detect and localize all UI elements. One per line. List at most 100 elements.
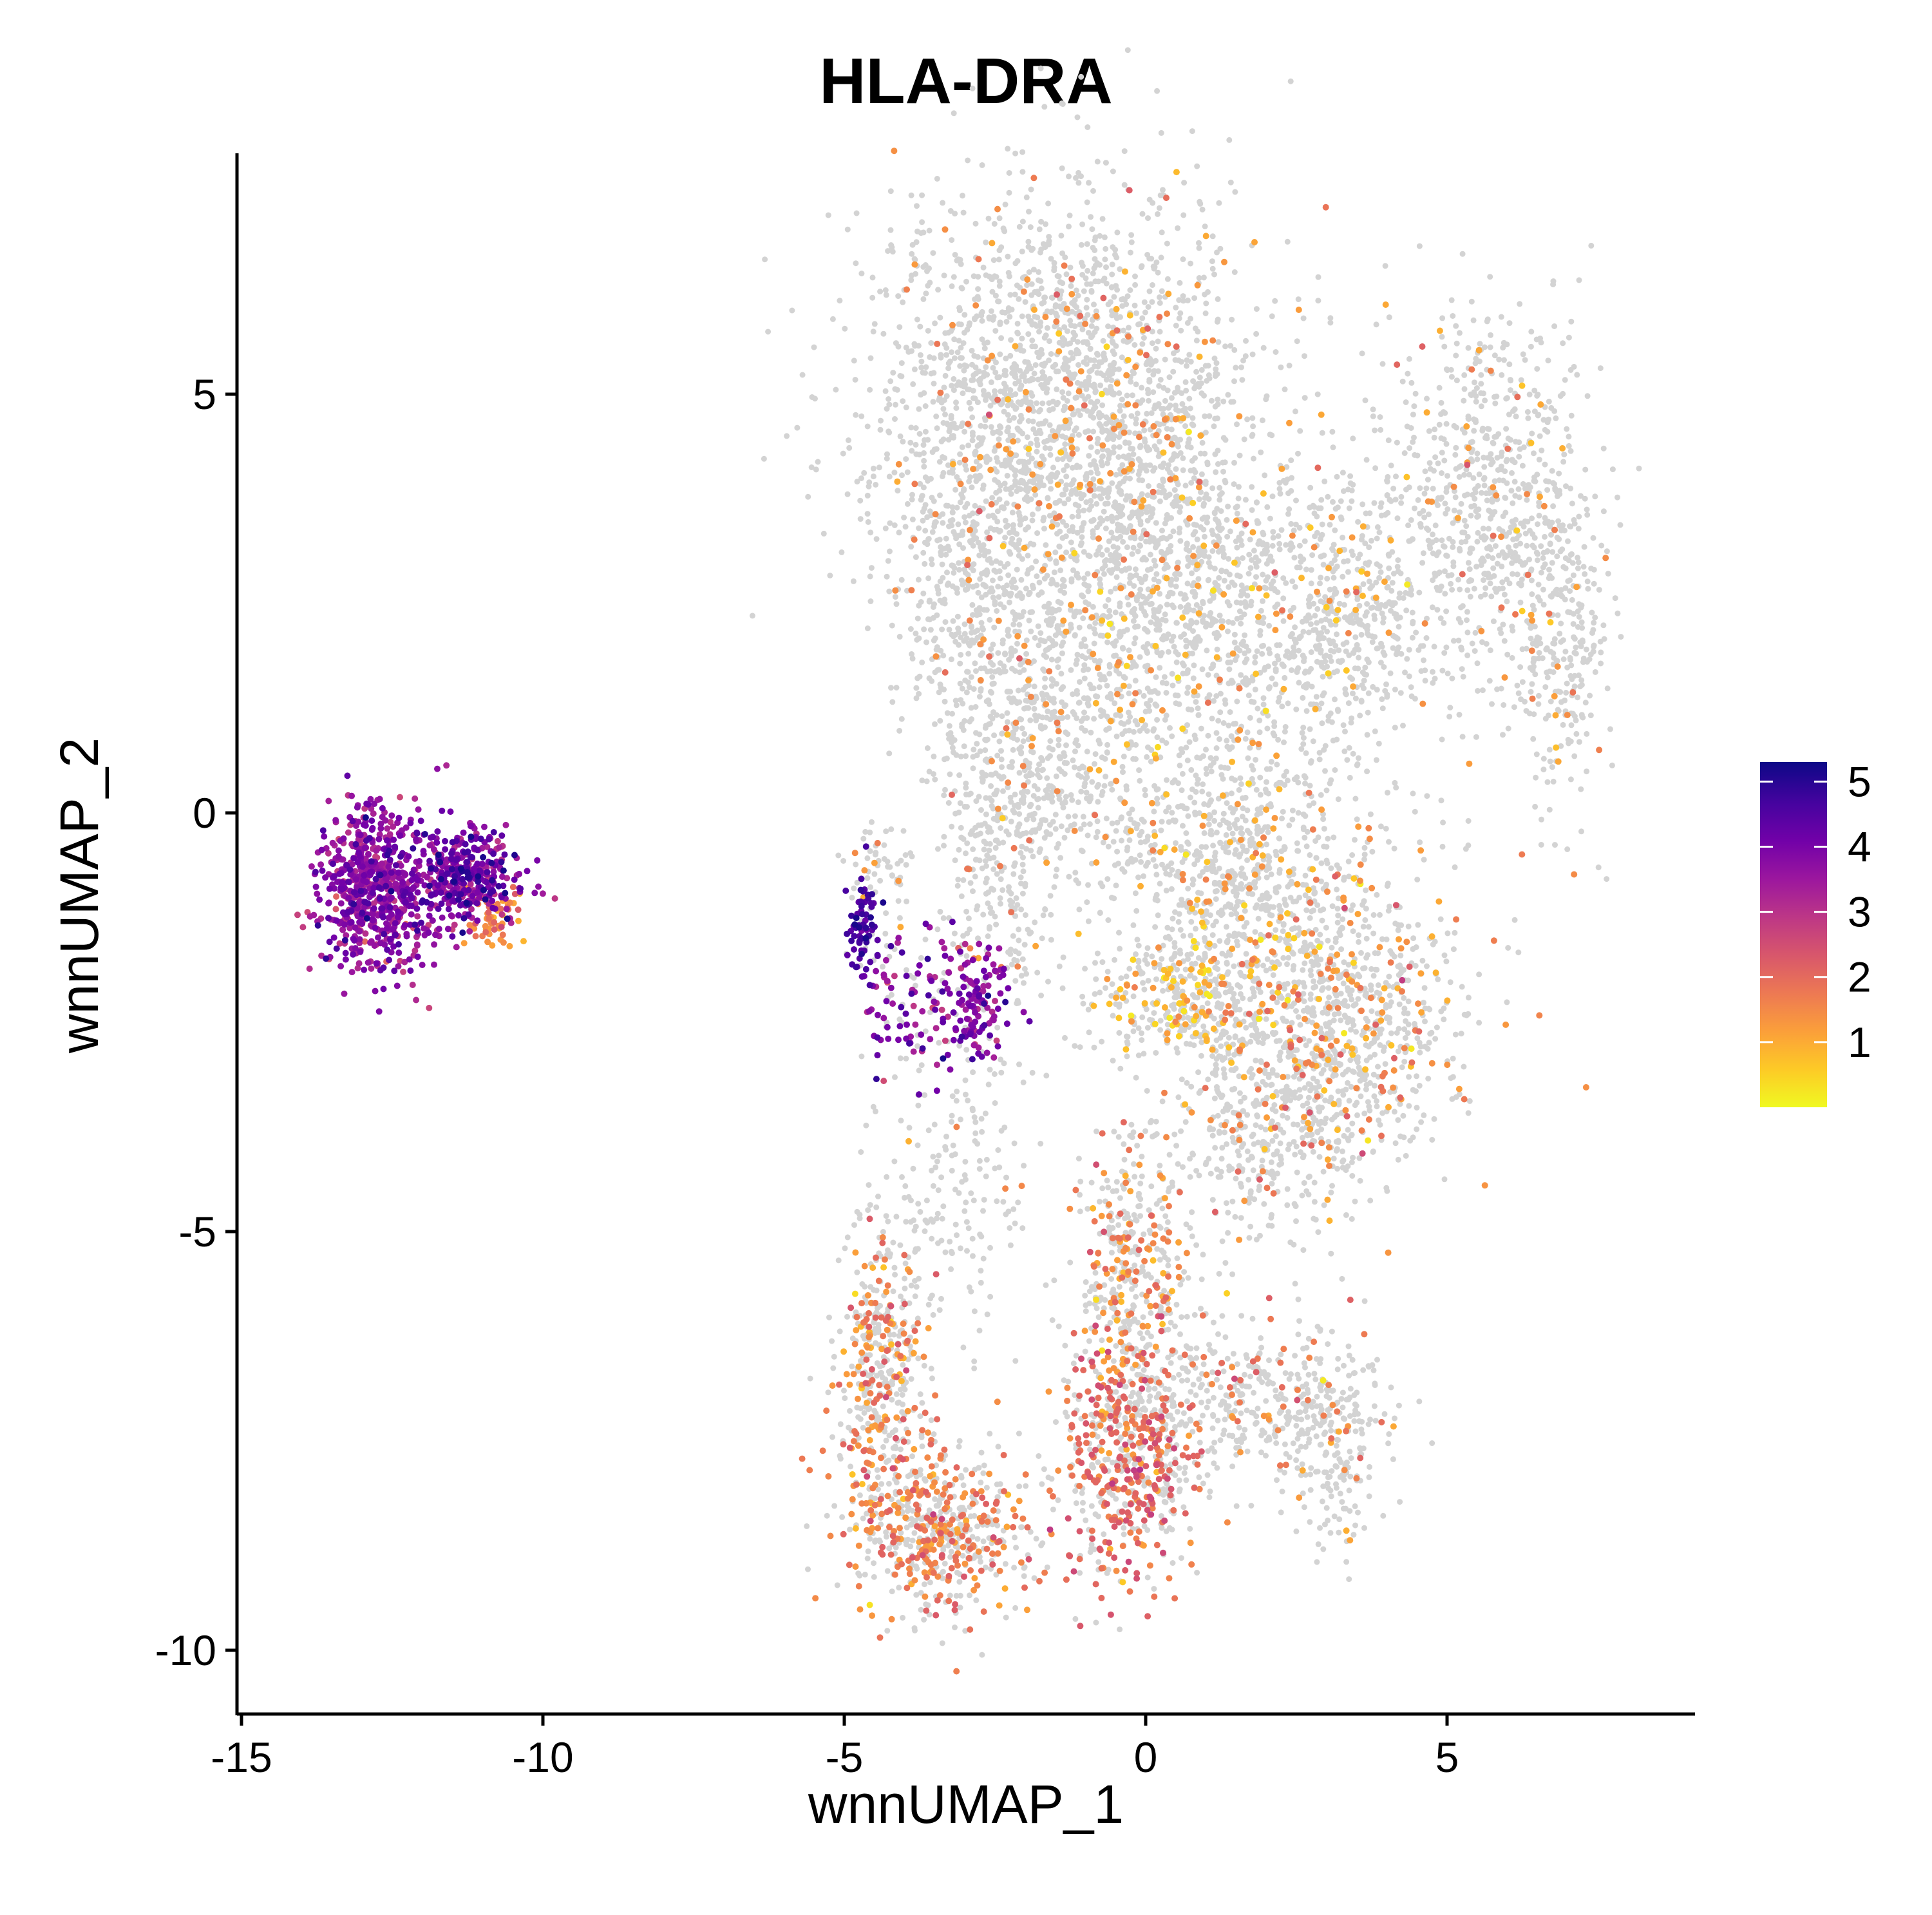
- cell-point: [1190, 531, 1197, 538]
- cell-point: [1002, 202, 1009, 207]
- cell-point: [1349, 498, 1355, 504]
- cell-point: [1077, 321, 1083, 328]
- cell-point: [1498, 314, 1504, 320]
- cell-point: [1111, 444, 1117, 450]
- cell-point: [1262, 547, 1268, 553]
- cell-point: [1144, 662, 1151, 669]
- cell-point: [1210, 662, 1217, 667]
- cell-point: [1068, 350, 1074, 356]
- cell-point: [1095, 799, 1101, 805]
- cell-point: [969, 347, 975, 354]
- cell-point: [1091, 716, 1097, 722]
- cell-point: [1288, 488, 1294, 494]
- cell-point: [949, 283, 955, 289]
- cell-point: [940, 420, 947, 426]
- cell-point: [1315, 274, 1321, 280]
- cell-point: [1398, 493, 1405, 500]
- cell-point: [1009, 764, 1015, 770]
- cell-point: [1592, 615, 1598, 621]
- cell-point: [1006, 273, 1012, 280]
- cell-point: [988, 424, 994, 430]
- cell-point: [1040, 666, 1046, 672]
- cell-point: [1106, 538, 1112, 544]
- cell-point: [1063, 533, 1069, 540]
- cell-point: [1546, 479, 1552, 485]
- cell-point: [1349, 676, 1356, 682]
- cell-point: [1308, 649, 1314, 655]
- cell-point: [1210, 595, 1217, 601]
- cell-point: [1474, 450, 1481, 457]
- cell-point: [762, 256, 768, 263]
- cell-point: [955, 625, 961, 632]
- cell-point: [1047, 753, 1053, 759]
- cell-point: [999, 730, 1005, 737]
- cell-point: [1098, 713, 1104, 719]
- cell-point: [1081, 636, 1088, 643]
- cell-point: [1461, 397, 1467, 404]
- cell-point: [1424, 395, 1430, 402]
- cell-point: [1564, 846, 1571, 852]
- cell-point: [1385, 790, 1390, 796]
- cell-point: [1422, 678, 1428, 684]
- cell-point: [1352, 695, 1359, 701]
- cell-point: [1109, 480, 1115, 486]
- cell-point: [1063, 271, 1070, 278]
- cell-point: [1314, 605, 1321, 612]
- cell-point: [1233, 645, 1240, 652]
- cell-point: [1213, 693, 1220, 699]
- cell-point: [1562, 649, 1569, 655]
- cell-point: [994, 428, 1001, 435]
- cell-point: [1404, 656, 1410, 662]
- cell-point: [1307, 726, 1313, 732]
- cell-point: [1468, 391, 1474, 397]
- cell-point: [1059, 306, 1065, 312]
- cell-point: [1364, 631, 1370, 636]
- cell-point: [971, 395, 976, 401]
- cell-point: [1193, 602, 1200, 608]
- cell-point: [1073, 175, 1079, 181]
- cell-point: [1146, 703, 1151, 709]
- cell-point: [1560, 459, 1567, 465]
- cell-point: [1302, 353, 1307, 359]
- cell-point: [996, 256, 1002, 263]
- cell-point: [1479, 639, 1485, 645]
- cell-point: [1036, 579, 1043, 586]
- cell-point: [1390, 645, 1396, 651]
- cell-point: [1272, 298, 1278, 304]
- cell-point: [1539, 816, 1544, 823]
- cell-point: [1553, 415, 1559, 421]
- cell-point: [1402, 669, 1408, 676]
- cell-point: [1215, 448, 1221, 453]
- cell-point: [1153, 520, 1159, 526]
- cell-point: [1459, 251, 1466, 257]
- cell-point: [932, 721, 938, 727]
- cell-point: [1153, 674, 1159, 680]
- cell-point: [1254, 648, 1260, 654]
- cell-point: [1090, 383, 1096, 389]
- cell-point: [1151, 609, 1157, 616]
- cell-point: [1063, 486, 1069, 493]
- cell-point: [1153, 345, 1159, 352]
- cell-point: [1615, 494, 1620, 500]
- cell-point: [907, 348, 914, 354]
- cell-point: [1157, 300, 1163, 306]
- cell-point: [1121, 423, 1128, 430]
- cell-point: [1251, 548, 1257, 554]
- cell-point: [1188, 767, 1195, 773]
- cell-point: [1012, 150, 1019, 157]
- cell-point: [1154, 88, 1160, 94]
- cell-point: [1103, 525, 1109, 531]
- cell-point: [982, 417, 989, 423]
- cell-point: [943, 551, 949, 558]
- cell-point: [1036, 761, 1042, 768]
- cell-point: [1088, 729, 1094, 736]
- cell-point: [1061, 403, 1068, 410]
- cell-point: [1426, 460, 1433, 466]
- cell-point: [1244, 585, 1250, 591]
- cell-point: [1172, 692, 1179, 698]
- cell-point: [1575, 526, 1582, 532]
- cell-point: [877, 426, 884, 433]
- cell-point: [963, 278, 969, 285]
- cell-point: [1481, 464, 1488, 470]
- cell-point: [945, 580, 952, 587]
